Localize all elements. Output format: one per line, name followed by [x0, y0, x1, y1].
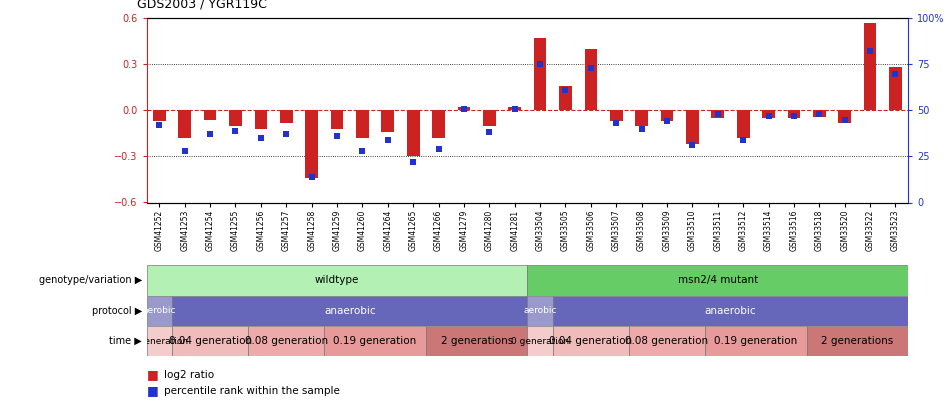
Text: percentile rank within the sample: percentile rank within the sample: [164, 386, 340, 396]
Text: 0.04 generation: 0.04 generation: [550, 336, 633, 346]
Bar: [711, 110, 724, 118]
Text: msn2/4 mutant: msn2/4 mutant: [677, 275, 758, 286]
Bar: [552, 296, 908, 326]
Bar: [426, 326, 528, 356]
Bar: [813, 110, 826, 117]
Bar: [686, 110, 699, 144]
Bar: [280, 110, 292, 123]
Bar: [306, 110, 318, 178]
Text: time ▶: time ▶: [109, 336, 142, 346]
Bar: [788, 110, 800, 118]
Bar: [179, 110, 191, 138]
Bar: [889, 67, 902, 110]
Bar: [407, 110, 419, 156]
Bar: [147, 326, 172, 356]
Bar: [153, 110, 166, 121]
Text: 2 generations: 2 generations: [441, 336, 513, 346]
Bar: [508, 107, 521, 110]
Bar: [838, 110, 851, 123]
Bar: [864, 23, 876, 110]
Bar: [585, 49, 597, 110]
Bar: [559, 86, 571, 110]
Text: 0.19 generation: 0.19 generation: [333, 336, 417, 346]
Text: anaerobic: anaerobic: [705, 306, 756, 316]
Bar: [534, 38, 547, 110]
Bar: [629, 326, 705, 356]
Text: genotype/variation ▶: genotype/variation ▶: [39, 275, 142, 286]
Text: 0.08 generation: 0.08 generation: [625, 336, 709, 346]
Text: ■: ■: [147, 368, 158, 381]
Text: 0.08 generation: 0.08 generation: [245, 336, 328, 346]
Bar: [762, 110, 775, 118]
Text: anaerobic: anaerobic: [324, 306, 376, 316]
Bar: [254, 110, 267, 129]
Bar: [528, 296, 552, 326]
Bar: [636, 110, 648, 126]
Bar: [324, 326, 426, 356]
Bar: [610, 110, 622, 121]
Text: log2 ratio: log2 ratio: [164, 370, 214, 379]
Bar: [147, 265, 528, 296]
Bar: [147, 296, 172, 326]
Bar: [552, 326, 629, 356]
Bar: [705, 326, 807, 356]
Bar: [528, 326, 552, 356]
Bar: [660, 110, 674, 121]
Text: ■: ■: [147, 384, 158, 397]
Text: GDS2003 / YGR119C: GDS2003 / YGR119C: [137, 0, 267, 10]
Text: 0.04 generation: 0.04 generation: [168, 336, 252, 346]
Bar: [381, 110, 394, 132]
Bar: [248, 326, 324, 356]
Bar: [807, 326, 908, 356]
Text: 0 generation: 0 generation: [131, 337, 188, 346]
Bar: [356, 110, 369, 138]
Text: protocol ▶: protocol ▶: [92, 306, 142, 316]
Text: 0.19 generation: 0.19 generation: [714, 336, 797, 346]
Text: wildtype: wildtype: [315, 275, 359, 286]
Text: 2 generations: 2 generations: [821, 336, 894, 346]
Bar: [737, 110, 749, 138]
Text: 0 generation: 0 generation: [511, 337, 569, 346]
Bar: [203, 110, 217, 119]
Text: aerobic: aerobic: [523, 306, 557, 315]
Bar: [331, 110, 343, 129]
Bar: [172, 326, 248, 356]
Bar: [432, 110, 445, 138]
Bar: [483, 110, 496, 126]
Bar: [458, 107, 470, 110]
Bar: [229, 110, 242, 126]
Bar: [528, 265, 908, 296]
Text: aerobic: aerobic: [143, 306, 176, 315]
Bar: [172, 296, 528, 326]
